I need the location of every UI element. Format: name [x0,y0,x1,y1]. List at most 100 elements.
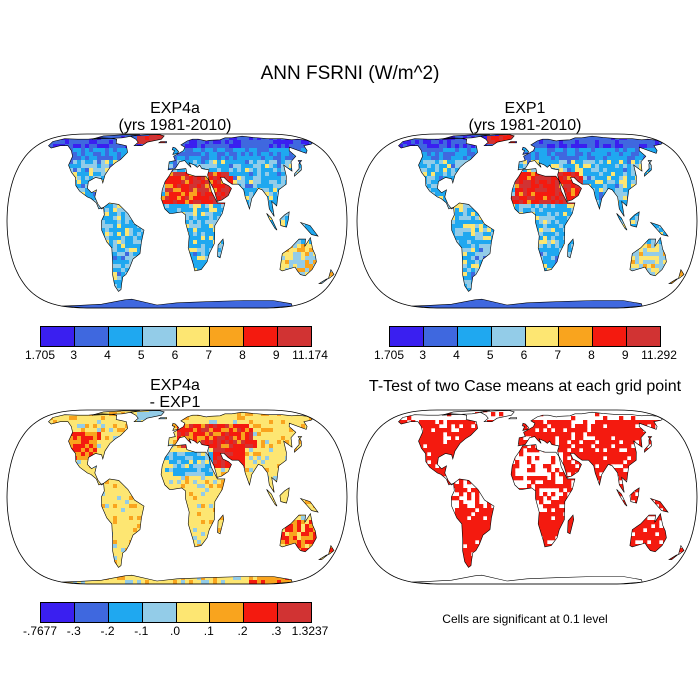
grid-cell [671,156,676,161]
grid-cell [161,200,166,205]
grid-cell [141,304,146,308]
grid-cell [85,208,90,213]
grid-cell [367,176,371,180]
grid-cell [245,224,250,229]
grid-cell [129,268,134,273]
grid-cell [539,180,544,185]
grid-cell [261,248,266,253]
grid-cell [285,300,290,305]
grid-cell [225,188,230,193]
grid-cell [273,148,278,153]
grid-cell [411,180,416,185]
grid-cell [121,216,126,221]
grid-cell [643,192,648,197]
grid-cell [109,232,114,237]
grid-cell [181,204,186,209]
grid-cell [423,184,428,189]
grid-cell [583,196,588,201]
grid-cell [403,180,408,185]
grid-cell [253,248,258,253]
grid-cell [249,172,254,177]
grid-cell [237,180,242,185]
grid-cell [367,204,371,208]
grid-cell [185,304,190,308]
grid-cell [591,140,596,145]
grid-cell [423,156,428,161]
grid-cell [109,244,114,249]
grid-cell [293,292,298,297]
grid-cell [193,192,198,197]
grid-cell [571,204,576,209]
grid-cell [61,240,66,245]
grid-cell [137,272,142,277]
grid-cell [535,184,540,189]
grid-cell [73,192,78,197]
grid-cell [69,264,74,269]
grid-cell [173,300,178,305]
grid-cell [631,188,636,193]
grid-cell [48,276,50,281]
grid-cell [687,180,691,184]
grid-cell [499,160,504,165]
grid-cell [317,240,322,245]
grid-cell [269,140,274,145]
grid-cell [479,134,484,137]
grid-cell [587,180,592,185]
grid-cell [133,240,138,245]
grid-cell [241,216,246,221]
grid-cell [261,188,266,193]
grid-cell [305,200,310,205]
grid-cell [313,196,318,201]
grid-cell [173,284,178,289]
grid-cell [663,180,668,185]
grid-cell [197,280,202,285]
grid-cell [679,184,684,189]
grid-cell [277,232,282,237]
grid-cell [285,188,290,193]
grid-cell [265,136,270,141]
grid-cell [531,168,536,173]
grid-cell [49,172,54,177]
grid-cell [309,248,314,253]
grid-cell [89,220,94,225]
grid-cell [189,252,194,257]
grid-cell [117,268,122,273]
grid-cell [153,296,158,301]
grid-cell [269,284,274,289]
grid-cell [53,144,58,149]
grid-cell [221,164,226,169]
grid-cell [591,196,596,201]
grid-cell [141,276,146,281]
grid-cell [233,296,238,301]
grid-cell [17,212,21,216]
grid-cell [129,196,134,201]
grid-cell [627,156,632,161]
grid-cell [237,284,242,289]
grid-cell [241,228,246,233]
grid-cell [205,208,210,213]
grid-cell [679,192,684,197]
grid-cell [161,192,166,197]
grid-cell [117,164,122,169]
grid-cell [527,184,532,189]
grid-cell [253,156,258,161]
grid-cell [129,188,134,193]
grid-cell [499,192,504,197]
grid-cell [41,252,45,256]
grid-cell [647,156,652,161]
grid-cell [265,160,270,165]
grid-cell [547,176,552,181]
grid-cell [229,228,234,233]
grid-cell [161,144,166,149]
grid-cell [225,184,230,189]
grid-cell [655,192,660,197]
grid-cell [535,140,540,145]
grid-cell [333,224,334,229]
grid-cell [89,280,94,285]
grid-cell [89,236,94,241]
grid-cell [313,276,318,281]
grid-cell [201,160,206,165]
grid-cell [33,180,37,184]
grid-cell [321,232,326,237]
grid-cell [17,196,21,200]
